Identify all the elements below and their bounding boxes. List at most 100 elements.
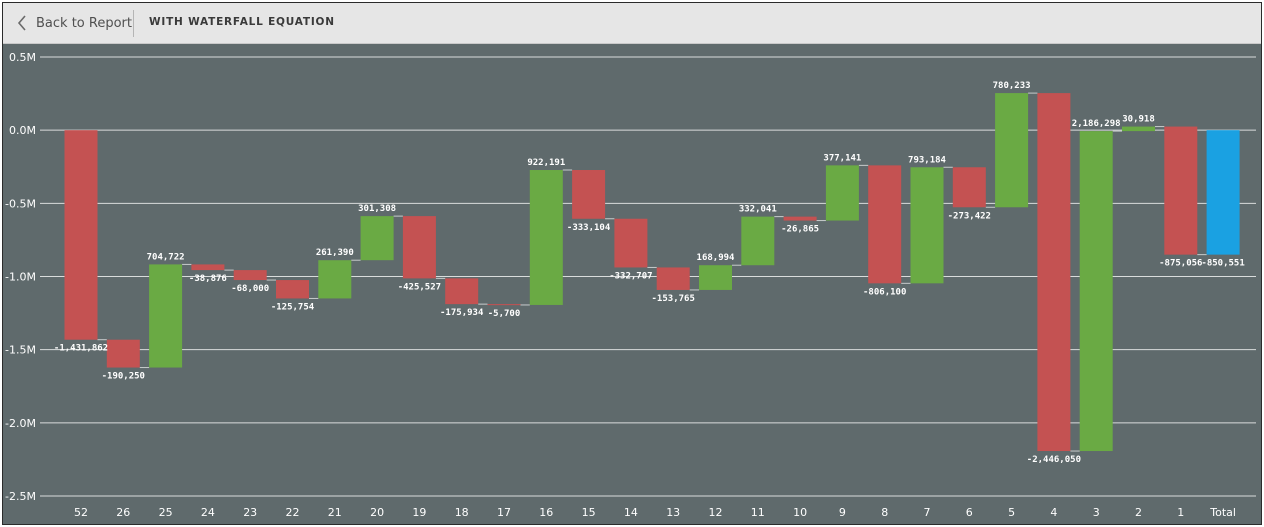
data-label: 261,390 [316,248,354,258]
x-tick-label: 2 [1135,506,1142,519]
bar-16[interactable] [530,170,563,305]
data-label: 30,918 [1122,115,1155,125]
bar-1[interactable] [1164,127,1197,255]
data-label: -875,056 [1159,259,1202,269]
data-label: -850,551 [1201,259,1244,269]
data-label: 2,186,298 [1072,119,1121,129]
bar-5[interactable] [995,93,1028,207]
data-label: -38,876 [189,274,227,284]
bar-18[interactable] [445,278,478,304]
x-tick-label: 1 [1177,506,1184,519]
bar-3[interactable] [1080,131,1113,451]
back-label: Back to Report [36,16,132,31]
data-label: -125,754 [271,302,315,312]
bar-7[interactable] [911,167,944,283]
y-tick-label: 0.5M [9,51,36,64]
bar-8[interactable] [868,165,901,283]
bar-4[interactable] [1037,93,1070,451]
data-label: -5,700 [488,309,521,319]
x-tick-label: 8 [881,506,888,519]
data-label: -806,100 [863,287,906,297]
bar-26[interactable] [107,340,140,368]
bar-20[interactable] [361,216,394,260]
x-tick-label: 7 [924,506,931,519]
data-label: 793,184 [908,155,947,165]
x-tick-label: 25 [159,506,173,519]
bar-12[interactable] [699,265,732,290]
bar-14[interactable] [614,219,647,268]
x-tick-label: 5 [1008,506,1015,519]
waterfall-chart: -1,431,862-190,250704,722-38,876-68,000-… [3,3,1261,524]
page-title: WITH WATERFALL EQUATION [149,16,335,28]
bar-2[interactable] [1122,127,1155,132]
x-tick-label: 26 [116,506,130,519]
x-tick-label: 23 [243,506,257,519]
top-bar: Back to Report WITH WATERFALL EQUATION [3,3,1261,44]
bar-10[interactable] [784,217,817,221]
x-tick-label: 18 [455,506,469,519]
x-tick-label: 4 [1050,506,1057,519]
x-tick-label: 17 [497,506,511,519]
y-tick-label: 0.0M [9,124,36,137]
data-label: 332,041 [739,205,777,215]
y-axis: 0.5M 0.0M -0.5M -1.0M -1.5M -2.0M -2.5M [5,51,36,503]
x-tick-label: 12 [709,506,723,519]
x-tick-label: 20 [370,506,384,519]
data-label: -153,765 [652,294,695,304]
x-axis: 52 26 25 24 23 22 21 20 19 18 17 16 15 14 13 12 11 10 9 8 7 6… [74,506,1236,519]
data-label: 168,994 [697,253,736,263]
bar-22[interactable] [276,280,309,298]
bar-21[interactable] [318,260,351,298]
data-label: -2,446,050 [1027,455,1081,465]
x-tick-label: 21 [328,506,342,519]
back-to-report-button[interactable]: Back to Report [17,12,132,34]
bar-17[interactable] [488,304,521,305]
y-tick-label: -0.5M [5,197,36,210]
x-tick-label: 14 [624,506,638,519]
x-tick-label: 6 [966,506,973,519]
y-tick-label: -2.0M [5,417,36,430]
x-tick-label: 22 [286,506,300,519]
x-tick-label: 3 [1093,506,1100,519]
bar-15[interactable] [572,170,605,219]
data-label: -68,000 [231,284,269,294]
x-tick-label: 11 [751,506,765,519]
bar-11[interactable] [741,217,774,266]
data-label: -26,865 [781,225,819,235]
bar-52[interactable] [65,130,98,340]
data-label: -190,250 [102,372,145,382]
y-tick-label: -1.0M [5,271,36,284]
bar-6[interactable] [953,167,986,207]
data-label: -333,104 [567,223,611,233]
data-label: -273,422 [948,211,991,221]
bar-19[interactable] [403,216,436,278]
bar-9[interactable] [826,165,859,220]
bar-23[interactable] [234,270,267,280]
data-label: 704,722 [147,252,185,262]
x-tick-label: 24 [201,506,215,519]
x-tick-label: 10 [793,506,807,519]
data-label: -332,707 [609,271,652,281]
data-label: -425,527 [398,282,441,292]
header-divider [133,10,134,37]
x-tick-label: Total [1209,506,1236,519]
x-tick-label: 16 [539,506,553,519]
bar-13[interactable] [657,267,690,290]
x-tick-label: 19 [412,506,426,519]
data-label: -175,934 [440,308,484,318]
data-label: 377,141 [823,153,861,163]
y-tick-label: -2.5M [5,490,36,503]
data-label: -1,431,862 [54,344,108,354]
data-label: 301,308 [358,204,396,214]
chevron-left-icon [17,15,27,31]
bar-total[interactable] [1207,130,1240,254]
data-label: 922,191 [527,158,565,168]
bar-24[interactable] [191,264,224,270]
x-tick-label: 52 [74,506,88,519]
y-tick-label: -1.5M [5,344,36,357]
bar-25[interactable] [149,264,182,367]
x-tick-label: 9 [839,506,846,519]
x-tick-label: 13 [666,506,680,519]
x-tick-label: 15 [582,506,596,519]
